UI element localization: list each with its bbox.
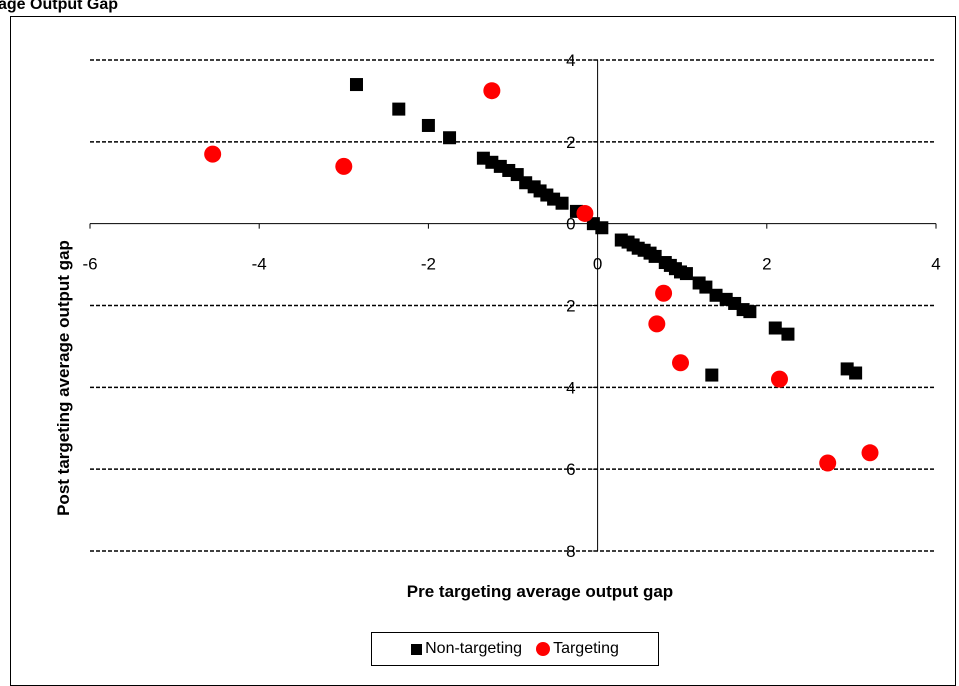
y-tick-label: 2 bbox=[566, 133, 575, 152]
x-tick-label: -6 bbox=[82, 255, 97, 274]
legend-item-targeting: Targeting bbox=[528, 640, 619, 658]
data-point-non-targeting bbox=[421, 118, 435, 132]
data-point-non-targeting bbox=[709, 288, 723, 302]
data-point-targeting bbox=[770, 370, 788, 388]
x-axis-label: Pre targeting average output gap bbox=[407, 582, 673, 601]
data-point-non-targeting bbox=[648, 249, 662, 263]
data-point-non-targeting bbox=[705, 368, 719, 382]
legend-label-targeting: Targeting bbox=[553, 640, 619, 657]
y-tick-label: 4 bbox=[566, 378, 575, 397]
y-tick-labels: 4 2 0 2 4 6 8 bbox=[566, 51, 575, 561]
data-point-targeting bbox=[335, 157, 353, 175]
data-point-targeting bbox=[819, 454, 837, 472]
circle-marker-icon bbox=[536, 642, 551, 656]
x-tick-label: 0 bbox=[593, 255, 602, 274]
data-point-non-targeting bbox=[768, 321, 782, 335]
data-point-targeting bbox=[648, 315, 666, 333]
data-point-targeting bbox=[576, 204, 594, 222]
data-point-non-targeting bbox=[555, 196, 569, 210]
data-point-non-targeting bbox=[699, 280, 713, 294]
data-point-targeting bbox=[483, 82, 501, 100]
x-tick-label: 4 bbox=[931, 255, 940, 274]
y-tick-label: 2 bbox=[566, 297, 575, 316]
data-point-non-targeting bbox=[595, 221, 609, 235]
y-tick-label: 6 bbox=[566, 460, 575, 479]
x-tick-labels: -6 -4 -2 0 2 4 bbox=[82, 255, 940, 274]
data-point-targeting bbox=[861, 444, 879, 462]
data-points bbox=[204, 78, 879, 472]
x-tick-label: -4 bbox=[252, 255, 267, 274]
data-point-targeting bbox=[204, 145, 222, 163]
square-marker-icon bbox=[411, 643, 423, 655]
data-point-non-targeting bbox=[349, 78, 363, 92]
y-tick-label: 0 bbox=[566, 215, 575, 234]
data-point-non-targeting bbox=[849, 366, 863, 380]
legend-label-non-targeting: Non-targeting bbox=[425, 640, 523, 657]
data-point-non-targeting bbox=[392, 102, 406, 116]
legend-item-non-targeting: Non-targeting bbox=[411, 640, 522, 658]
data-point-targeting bbox=[655, 284, 673, 302]
page-title: age Output Gap bbox=[0, 0, 118, 13]
data-point-non-targeting bbox=[443, 131, 457, 145]
gridlines bbox=[90, 59, 936, 552]
data-point-non-targeting bbox=[781, 327, 795, 341]
data-point-non-targeting bbox=[743, 305, 757, 319]
y-tick-label: 4 bbox=[566, 51, 575, 70]
x-tick-label: -2 bbox=[421, 255, 436, 274]
axes bbox=[89, 59, 937, 552]
x-tick-label: 2 bbox=[762, 255, 771, 274]
y-tick-label: 8 bbox=[566, 542, 575, 561]
legend: Non-targeting Targeting bbox=[371, 632, 659, 666]
data-point-non-targeting bbox=[679, 267, 693, 281]
data-point-targeting bbox=[672, 354, 690, 372]
y-axis-label: Post targeting average output gap bbox=[54, 240, 73, 516]
